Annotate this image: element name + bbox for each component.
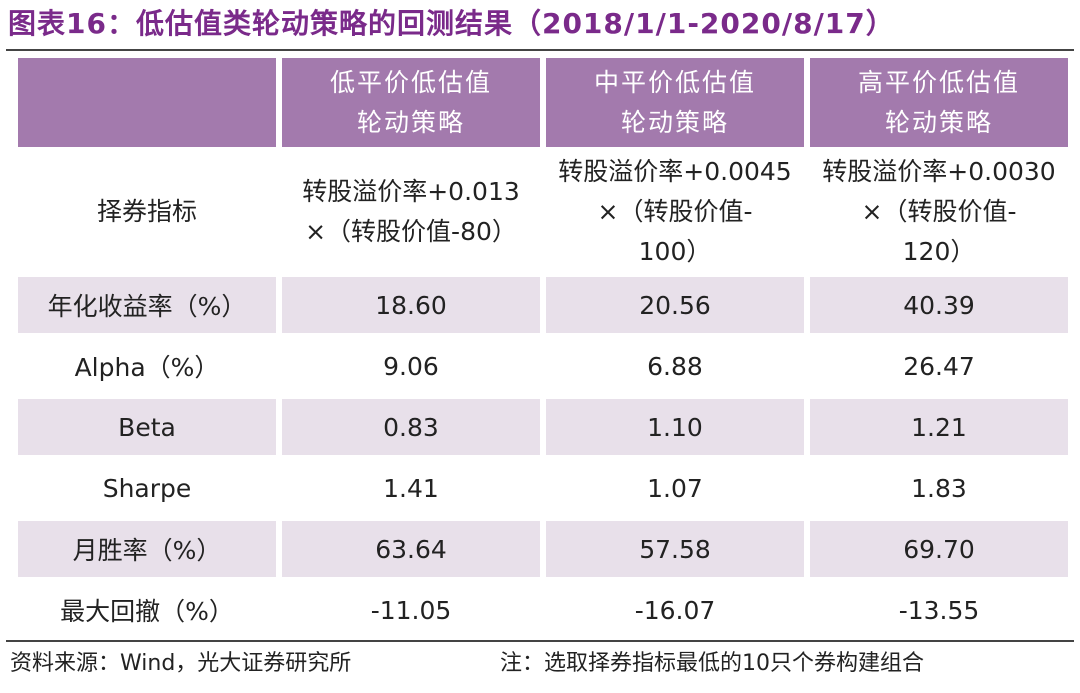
table-row: Alpha（%） 9.06 6.88 26.47: [18, 338, 1068, 394]
table-row: 最大回撤（%） -11.05 -16.07 -13.55: [18, 582, 1068, 638]
row-label: 最大回撤（%）: [60, 597, 234, 626]
column-header-line: 轮动策略: [356, 107, 465, 137]
column-header-high: 高平价低估值 轮动策略: [810, 58, 1068, 147]
indicator-line: 转股溢价率+0.0030: [822, 157, 1056, 186]
table-cell: 18.60: [282, 277, 540, 333]
table-cell: 63.64: [282, 521, 540, 577]
column-header-line: 高平价低估值: [857, 67, 1020, 97]
row-label: Beta: [18, 399, 276, 455]
row-label: 择券指标: [18, 152, 276, 272]
table-cell: -11.05: [370, 595, 452, 625]
row-label: Alpha（%）: [74, 353, 220, 382]
footnote: 注：选取择券指标最低的10只个券构建组合: [500, 651, 924, 676]
figure-title: 图表16：低估值类轮动策略的回测结果（2018/1/1-2020/8/17）: [8, 7, 895, 40]
table-cell: 9.06: [383, 351, 439, 381]
indicator-line: 100）: [638, 237, 712, 266]
table-cell: 1.41: [383, 473, 439, 503]
table-cell: 1.10: [546, 399, 804, 455]
source-note: 资料来源：Wind，光大证券研究所: [10, 651, 352, 676]
indicator-row: 择券指标 转股溢价率+0.013 ×（转股价值-80） 转股溢价率+0.0045…: [18, 152, 1068, 272]
header-corner-cell: [18, 58, 276, 147]
table-row: Beta 0.83 1.10 1.21: [18, 399, 1068, 455]
indicator-line: 120）: [902, 237, 976, 266]
row-label: Sharpe: [102, 473, 192, 503]
table-cell: -16.07: [634, 595, 716, 625]
indicator-line: ×（转股价值-: [597, 197, 753, 226]
table-row: 月胜率（%） 63.64 57.58 69.70: [18, 521, 1068, 577]
header-row: 低平价低估值 轮动策略 中平价低估值 轮动策略 高平价低估值 轮动策略: [18, 58, 1068, 147]
indicator-cell: 转股溢价率+0.0045 ×（转股价值- 100）: [546, 152, 804, 272]
table-cell: 1.21: [810, 399, 1068, 455]
table-cell: 20.56: [546, 277, 804, 333]
indicator-line: 转股溢价率+0.013: [302, 177, 520, 206]
indicator-cell: 转股溢价率+0.013 ×（转股价值-80）: [282, 152, 540, 272]
indicator-line: ×（转股价值-80）: [305, 217, 517, 246]
top-rule: [6, 49, 1074, 51]
column-header-line: 轮动策略: [620, 107, 729, 137]
table-cell: 26.47: [903, 351, 975, 381]
column-header-line: 中平价低估值: [593, 67, 756, 97]
table-cell: 1.83: [911, 473, 967, 503]
table-cell: 69.70: [810, 521, 1068, 577]
table-cell: 1.07: [647, 473, 703, 503]
bottom-rule: [6, 640, 1074, 642]
row-label: 月胜率（%）: [18, 521, 276, 577]
indicator-line: ×（转股价值-: [861, 197, 1017, 226]
table-cell: 57.58: [546, 521, 804, 577]
indicator-line: 转股溢价率+0.0045: [558, 157, 792, 186]
table-row: Sharpe 1.41 1.07 1.83: [18, 460, 1068, 516]
table-row: 年化收益率（%） 18.60 20.56 40.39: [18, 277, 1068, 333]
column-header-mid: 中平价低估值 轮动策略: [546, 58, 804, 147]
table-cell: 0.83: [282, 399, 540, 455]
column-header-line: 低平价低估值: [329, 67, 492, 97]
column-header-low: 低平价低估值 轮动策略: [282, 58, 540, 147]
column-header-line: 轮动策略: [884, 107, 993, 137]
row-label: 年化收益率（%）: [18, 277, 276, 333]
table-cell: 40.39: [810, 277, 1068, 333]
indicator-cell: 转股溢价率+0.0030 ×（转股价值- 120）: [810, 152, 1068, 272]
table-cell: -13.55: [898, 595, 980, 625]
results-table: 低平价低估值 轮动策略 中平价低估值 轮动策略 高平价低估值 轮动策略 择券指标…: [12, 53, 1074, 643]
table-cell: 6.88: [647, 351, 703, 381]
